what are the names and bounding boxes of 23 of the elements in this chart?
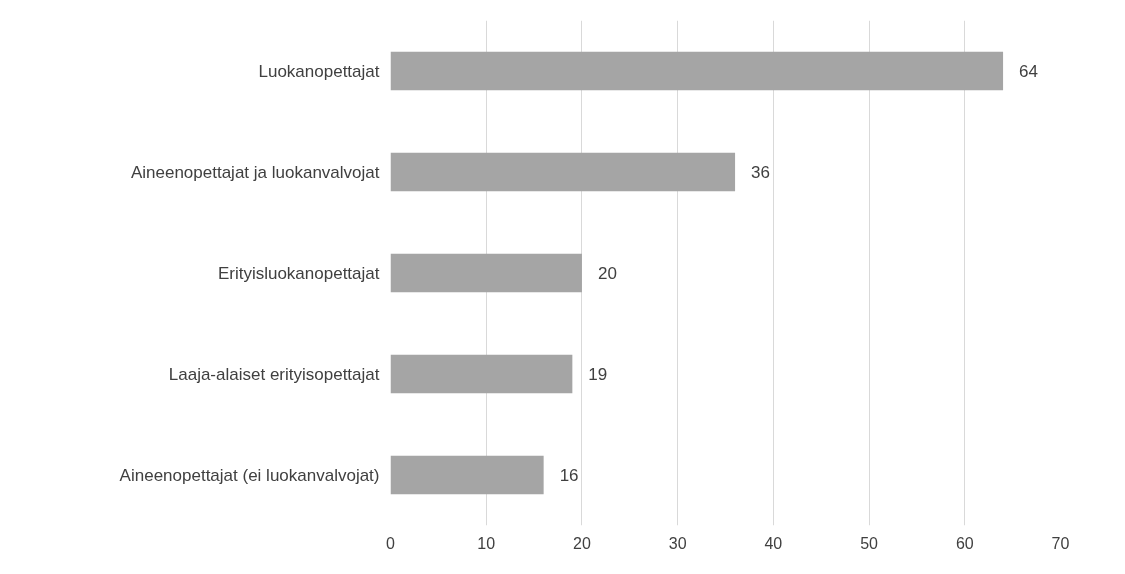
y-tick-label: Aineenopettajat ja luokanvalvojat	[130, 162, 380, 182]
x-tick-label: 50	[860, 534, 879, 552]
x-tick-label: 20	[573, 534, 591, 552]
y-tick-label: Laaja-alaiset erityisopettajat	[168, 364, 380, 384]
data-label: 19	[588, 365, 608, 384]
x-tick-label: 30	[668, 534, 687, 552]
x-tick-label: 10	[477, 534, 496, 552]
bar	[390, 354, 573, 394]
data-label: 64	[1019, 62, 1038, 81]
bar	[390, 152, 736, 192]
data-label: 36	[751, 163, 770, 182]
x-tick-label: 70	[1051, 534, 1070, 552]
data-label: 20	[597, 264, 617, 283]
x-tick-label: 0	[386, 534, 396, 552]
y-tick-label: Erityisluokanopettajat	[217, 263, 380, 283]
y-tick-label: Aineenopettajat (ei luokanvalvojat)	[119, 465, 380, 485]
x-tick-label: 40	[764, 534, 783, 552]
y-tick-label: Luokanopettajat	[258, 61, 380, 81]
data-label: 16	[559, 466, 579, 485]
x-tick-label: 60	[955, 534, 974, 552]
bar	[390, 253, 582, 293]
bar	[390, 51, 1004, 91]
bar	[390, 455, 544, 495]
